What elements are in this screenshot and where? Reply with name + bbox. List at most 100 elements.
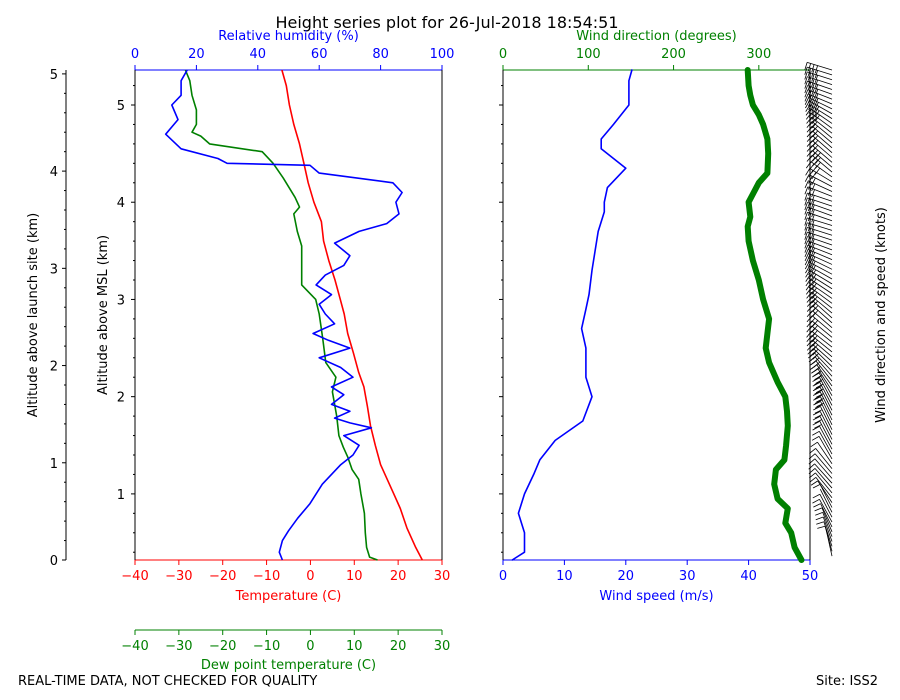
wind-direction-tick-label: 0: [499, 47, 507, 62]
wind-barb-flag: [812, 386, 821, 392]
wind-barb-staff: [818, 372, 833, 396]
wind-barb-flag: [808, 267, 813, 276]
wind-barb-flag: [814, 414, 823, 419]
wind-barb-staff: [807, 249, 833, 260]
wind-barb-flag: [807, 246, 812, 255]
wind-barb-flag: [807, 68, 812, 76]
wind-barb-flag: [811, 243, 815, 252]
temperature-tick-label: −30: [165, 569, 192, 584]
wind-barb-staff: [807, 197, 833, 207]
humidity-tick-label: 60: [311, 47, 328, 62]
wind-barb-staff: [819, 494, 833, 518]
wind-barb-flag: [814, 380, 822, 386]
wind-barb-flag: [812, 305, 819, 312]
wind-barb-flag: [814, 70, 818, 79]
wind-barb-flag: [809, 142, 816, 150]
wind-barb-flag: [809, 119, 815, 126]
wind-barb-staff: [820, 503, 833, 528]
wind-barb-flag: [806, 320, 813, 328]
wind-barb-staff: [819, 377, 833, 401]
wind-barb-staff: [811, 315, 833, 333]
wind-barb-flag: [812, 310, 819, 317]
wind-barb-flag: [807, 86, 812, 95]
dewpoint-tick-label: −30: [165, 639, 192, 654]
wind-barb-staff: [808, 174, 833, 188]
wind-barb-flag: [804, 249, 809, 258]
wind-barb-flag: [807, 203, 812, 212]
wind-barb-flag: [806, 130, 813, 138]
wind-barb-flag: [812, 325, 818, 332]
dewpoint-tick-label: 0: [306, 639, 314, 654]
wind-barb-staff: [808, 261, 833, 275]
temperature-tick-label: −10: [253, 569, 280, 584]
wind-direction-line: [744, 67, 805, 563]
wind-barb-flag: [814, 102, 819, 110]
chart-title: Height series plot for 26-Jul-2018 18:54…: [275, 13, 618, 32]
wind-barb-flag: [804, 217, 808, 226]
relative-humidity-line: [164, 69, 403, 561]
dewpoint-axis-label: Dew point temperature (C): [201, 658, 376, 673]
wind-barb-flag: [806, 335, 813, 343]
wind-barb-staff: [807, 85, 833, 95]
wind-barb-flag: [815, 512, 823, 516]
dewpoint-tick-label: −40: [121, 639, 148, 654]
wind-barb-flag: [809, 147, 816, 155]
wind-barb-flag: [812, 353, 819, 360]
wind-barb-flag: [811, 269, 817, 277]
wind-speed-tick-label: 30: [679, 569, 696, 584]
wind-barb-staff: [808, 253, 833, 265]
wind-barb-staff: [815, 448, 833, 469]
wind-barb-staff: [820, 401, 833, 426]
wind-barb-staff: [819, 426, 833, 450]
wind-barb-flag: [811, 256, 816, 265]
wind-barb-flag: [809, 448, 816, 454]
wind-barb-staff: [818, 431, 833, 455]
wind-barb-staff: [809, 265, 833, 280]
wind-barb-flag: [807, 241, 812, 250]
outer-altitude-tick-label: 2: [50, 360, 58, 375]
wind-barb-flag: [810, 350, 817, 358]
wind-barb-flag: [804, 71, 808, 80]
wind-barb-flag: [806, 344, 813, 351]
wind-barb-flag: [812, 130, 819, 138]
wind-barb-flag: [812, 154, 819, 162]
wind-barb-staff: [807, 217, 833, 226]
wind-barb-staff: [807, 93, 833, 105]
wind-barb-flag: [807, 77, 812, 86]
msl-altitude-tick-label: 4: [117, 196, 125, 211]
wind-barb-flag: [814, 114, 820, 122]
wind-barb-staff: [824, 526, 833, 552]
outer-altitude-tick-label: 3: [50, 262, 58, 277]
wind-barb-flag: [809, 342, 816, 349]
wind-barb-staff: [814, 453, 833, 474]
temperature-line: [281, 69, 424, 561]
wind-barb-flag: [811, 183, 816, 192]
outer-altitude-label: Altitude above launch site (km): [26, 213, 41, 417]
wind-barb-flag: [814, 65, 818, 74]
wind-barb-flag: [804, 89, 809, 98]
wind-barb-staff: [822, 512, 833, 537]
wind-barb-flag: [814, 419, 822, 424]
wind-barb-flag: [809, 472, 816, 479]
wind-barb-staff: [809, 274, 833, 290]
wind-barb-flag: [814, 79, 819, 88]
wind-barb-flag: [811, 200, 815, 208]
wind-barb-staff: [807, 202, 833, 212]
outer-altitude-tick-label: 1: [50, 457, 58, 472]
wind-barb-flag: [815, 157, 821, 164]
wind-barb-flag: [806, 125, 813, 133]
wind-barb-label: Wind direction and speed (knots): [874, 207, 889, 423]
wind-barb-flag: [807, 237, 812, 246]
wind-barb-flag: [811, 100, 816, 109]
wind-direction-tick-label: 300: [746, 47, 771, 62]
wind-barb-flag: [805, 270, 811, 278]
wind-barb-flag: [812, 320, 818, 327]
wind-barb-flag: [812, 121, 818, 129]
wind-barb-flag: [812, 484, 821, 489]
wind-barb-staff: [807, 240, 833, 251]
wind-barb-flag: [812, 411, 821, 416]
wind-barb-flag: [812, 159, 818, 167]
wind-barb-flag: [804, 197, 808, 206]
wind-barb-flag: [807, 82, 812, 90]
wind-barb-flag: [807, 223, 812, 232]
